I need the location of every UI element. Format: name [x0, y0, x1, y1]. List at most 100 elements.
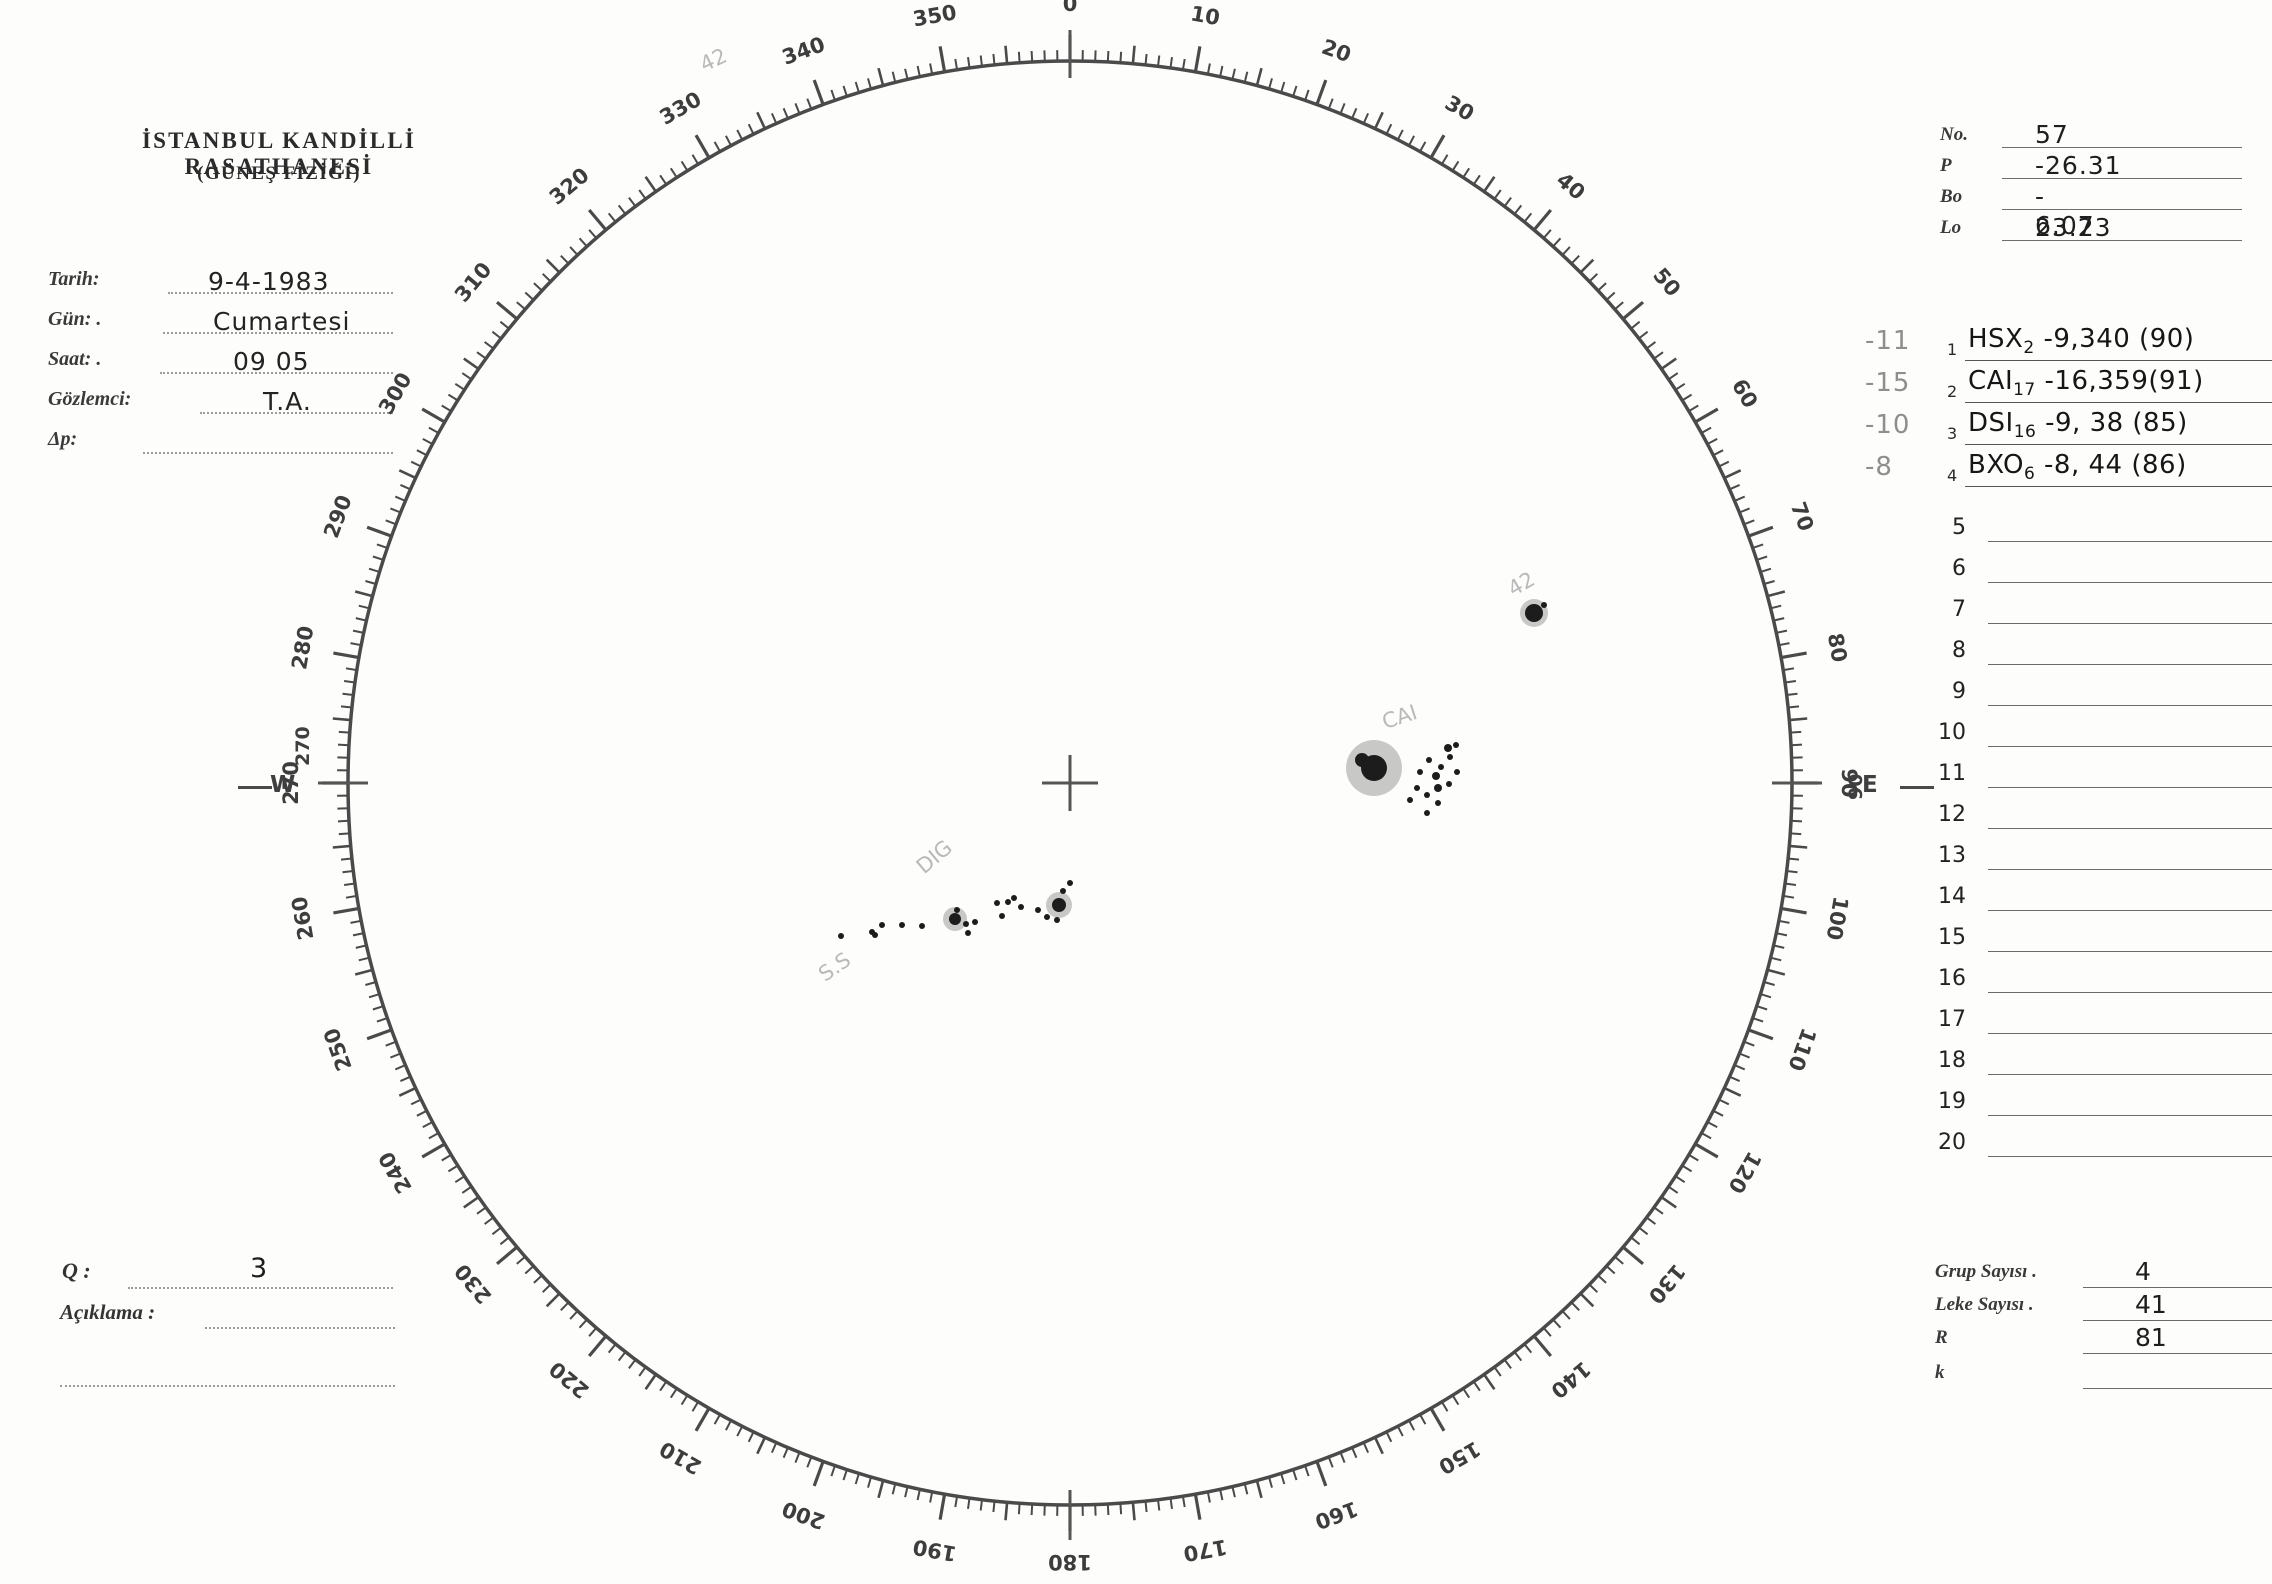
- sunspot-umbra: [1446, 781, 1452, 787]
- rhdr-lo-label: Lo: [1940, 217, 1962, 238]
- group-row-empty-11-index: 11: [1938, 761, 1966, 786]
- degree-label-220: 220: [545, 1356, 594, 1403]
- sunspot-umbra: [1438, 764, 1444, 770]
- sunspot-umbra: [1424, 792, 1430, 798]
- group-row-empty-8[interactable]: 8: [1930, 638, 2272, 679]
- sunspot-plot: [838, 599, 1548, 939]
- east-direction-label: E: [1862, 772, 1878, 798]
- sunspot-umbra: [954, 907, 960, 913]
- field-gozlemci: Gözlemci: T.A.: [48, 384, 393, 418]
- summary-leke-sayisi: Leke Sayısı . 41: [1935, 1290, 2272, 1326]
- group-row-empty-19-index: 19: [1938, 1089, 1966, 1114]
- group-row-empty-11[interactable]: 11: [1930, 761, 2272, 802]
- q-value[interactable]: 3: [250, 1253, 268, 1284]
- aciklama-dots-line2[interactable]: [60, 1385, 395, 1387]
- degree-label-80: 80: [1823, 631, 1852, 664]
- aciklama-dots-line1[interactable]: [205, 1327, 395, 1329]
- group-row-1[interactable]: -11 1 HSX2 -9,340 (90): [1865, 324, 2272, 366]
- degree-label-230: 230: [450, 1259, 497, 1308]
- degree-label-290: 290: [319, 492, 357, 541]
- field-gun-value[interactable]: Cumartesi: [213, 307, 351, 336]
- field-tarih-value[interactable]: 9-4-1983: [208, 267, 330, 296]
- summary-r-value[interactable]: 81: [2135, 1323, 2167, 1352]
- degree-label-250: 250: [319, 1025, 357, 1074]
- summary-k: k: [1935, 1360, 2272, 1394]
- group-row-empty-18[interactable]: 18: [1930, 1048, 2272, 1089]
- group-row-4-index: 4: [1947, 466, 1958, 485]
- sunspot-umbra: [1018, 904, 1024, 910]
- group-row-empty-6[interactable]: 6: [1930, 556, 2272, 597]
- west-direction-label: W: [270, 772, 296, 798]
- group-row-2[interactable]: -15 2 CAI17 -16,359(91): [1865, 366, 2272, 408]
- sunspot-umbra: [963, 921, 969, 927]
- degree-label-0: 0: [1063, 0, 1078, 16]
- sunspot-group-HSX2: [1520, 599, 1548, 627]
- q-label: Q :: [62, 1258, 91, 1283]
- field-gozlemci-label: Gözlemci:: [48, 388, 132, 410]
- sunspot-umbra: [1432, 772, 1440, 780]
- degree-label-170: 170: [1182, 1535, 1229, 1566]
- degree-label-330: 330: [656, 87, 706, 130]
- group-row-empty-7[interactable]: 7: [1930, 597, 2272, 638]
- rhdr-no-value[interactable]: 57: [2035, 120, 2069, 149]
- group-row-empty-13[interactable]: 13: [1930, 843, 2272, 884]
- summary-leke-sayisi-label: Leke Sayısı .: [1935, 1294, 2034, 1315]
- rhdr-bo-value[interactable]: - 6.07: [2035, 182, 2095, 240]
- summary-r-rule: [2083, 1353, 2272, 1354]
- field-delta-p-dots: [143, 451, 393, 454]
- sunspot-umbra: [1447, 754, 1453, 760]
- sunspot-umbra: [869, 929, 875, 935]
- summary-leke-sayisi-value[interactable]: 41: [2135, 1290, 2167, 1319]
- sunspot-umbra: [949, 913, 961, 925]
- field-gun: Gün: . Cumartesi: [48, 304, 393, 338]
- group-row-empty-10[interactable]: 10: [1930, 720, 2272, 761]
- group-row-empty-12[interactable]: 12: [1930, 802, 2272, 843]
- degree-label-50: 50: [1648, 263, 1685, 301]
- sunspot-umbra: [965, 930, 971, 936]
- group-row-empty-19[interactable]: 19: [1930, 1089, 2272, 1130]
- group-row-empty-16[interactable]: 16: [1930, 966, 2272, 1007]
- group-row-1-rule: [1965, 360, 2272, 361]
- field-tarih: Tarih: 9-4-1983: [48, 264, 393, 298]
- group-row-empty-6-rule: [1988, 582, 2272, 583]
- degree-label-90: 90: [1837, 768, 1861, 797]
- group-row-3-prefix: -10: [1865, 410, 1911, 440]
- group-row-empty-14-rule: [1988, 910, 2272, 911]
- group-row-empty-5[interactable]: 5: [1930, 515, 2272, 556]
- rhdr-p-value[interactable]: -26.31: [2035, 151, 2122, 180]
- degree-label-260: 260: [287, 895, 318, 942]
- sunspot-umbra: [999, 913, 1005, 919]
- summary-grup-sayisi-value[interactable]: 4: [2135, 1257, 2151, 1286]
- degree-label-20: 20: [1319, 35, 1355, 68]
- sunspot-umbra: [1355, 753, 1369, 767]
- group-row-1-text: HSX2 -9,340 (90): [1968, 324, 2195, 359]
- sunspot-umbra: [1541, 602, 1547, 608]
- field-saat-value[interactable]: 09 05: [233, 347, 310, 376]
- rhdr-no-label: No.: [1940, 124, 1968, 145]
- rhdr-lo-value[interactable]: 23.23: [2035, 213, 2112, 242]
- summary-grup-sayisi-rule: [2083, 1287, 2272, 1288]
- degree-label-140: 140: [1546, 1356, 1595, 1403]
- summary-k-label: k: [1935, 1362, 1945, 1383]
- group-row-2-rule: [1965, 402, 2272, 403]
- group-row-3[interactable]: -10 3 DSI16 -9, 38 (85): [1865, 408, 2272, 450]
- group-row-empty-16-rule: [1988, 992, 2272, 993]
- group-row-empty-7-rule: [1988, 623, 2272, 624]
- degree-label-300: 300: [374, 369, 417, 419]
- group-row-empty-15[interactable]: 15: [1930, 925, 2272, 966]
- group-row-empty-13-rule: [1988, 869, 2272, 870]
- group-row-empty-20-rule: [1988, 1156, 2272, 1157]
- west-direction-dash: [238, 786, 272, 789]
- field-gozlemci-value[interactable]: T.A.: [263, 387, 312, 416]
- group-row-empty-17[interactable]: 17: [1930, 1007, 2272, 1048]
- group-row-empty-14[interactable]: 14: [1930, 884, 2272, 925]
- group-row-empty-9[interactable]: 9: [1930, 679, 2272, 720]
- degree-label-60: 60: [1727, 375, 1762, 412]
- group-row-empty-6-index: 6: [1952, 556, 1966, 581]
- group-row-empty-19-rule: [1988, 1115, 2272, 1116]
- sunspot-umbra: [919, 923, 925, 929]
- sunspot-umbra: [1434, 784, 1442, 792]
- degree-label-100: 100: [1822, 895, 1853, 942]
- group-row-4[interactable]: -8 4 BXO6 -8, 44 (86): [1865, 450, 2272, 492]
- group-row-empty-20[interactable]: 20: [1930, 1130, 2272, 1171]
